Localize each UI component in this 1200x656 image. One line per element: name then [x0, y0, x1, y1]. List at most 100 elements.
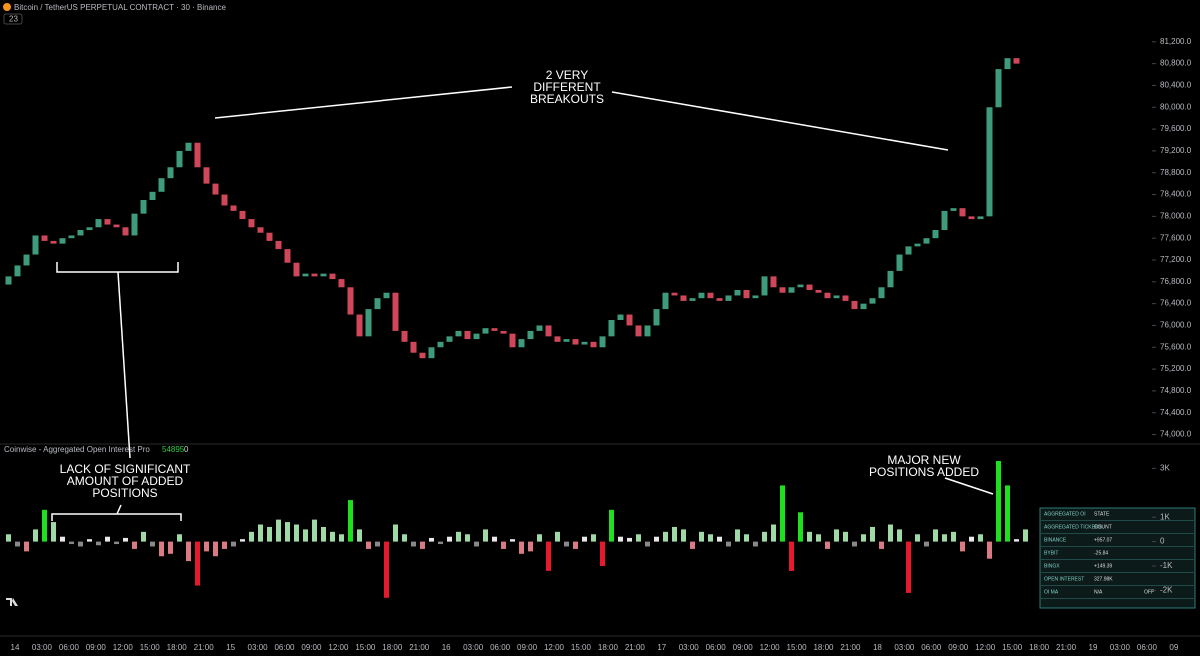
- candle: [248, 219, 255, 228]
- candle: [122, 227, 129, 236]
- oi-bar: [807, 531, 812, 542]
- oi-bar: [636, 534, 641, 542]
- x-tick-label: 21:00: [194, 643, 215, 652]
- table-cell: BINANCE: [1044, 537, 1067, 543]
- candle: [986, 107, 993, 217]
- candle: [941, 210, 948, 230]
- oi-bar: [51, 522, 56, 542]
- y-tick-label: -1K: [1160, 561, 1173, 570]
- oi-bar: [825, 541, 830, 549]
- oi-bar: [231, 541, 236, 547]
- annotation: POSITIONS: [92, 486, 157, 500]
- oi-bar: [474, 541, 479, 547]
- candle: [905, 246, 912, 255]
- annotation-line: [944, 477, 994, 495]
- candle: [590, 341, 597, 348]
- oi-bar: [321, 526, 326, 542]
- oi-bar: [6, 534, 11, 542]
- x-tick-label: 03:00: [248, 643, 269, 652]
- annotation: DIFFERENT: [533, 80, 601, 94]
- annotation: 2 VERY: [546, 68, 588, 82]
- oi-bar: [150, 541, 155, 547]
- oi-bar: [609, 509, 614, 542]
- oi-bar: [429, 537, 434, 542]
- y-tick-label: 80,000.0: [1160, 102, 1192, 111]
- oi-bar: [33, 529, 38, 542]
- candle: [77, 230, 84, 236]
- candle: [356, 314, 363, 337]
- y-tick-label: 75,200.0: [1160, 364, 1192, 373]
- candle: [158, 178, 165, 192]
- oi-bar: [123, 537, 128, 542]
- indicator-name[interactable]: Coinwise - Aggregated Open Interest Pro: [4, 445, 150, 454]
- candle: [140, 200, 147, 214]
- y-tick-label: 74,800.0: [1160, 386, 1192, 395]
- oi-bar: [24, 541, 29, 552]
- x-tick-label: 09:00: [301, 643, 322, 652]
- oi-bar: [726, 541, 731, 547]
- candle: [968, 216, 975, 220]
- candle: [86, 227, 93, 230]
- candle: [734, 290, 741, 296]
- x-tick-label: 09:00: [733, 643, 754, 652]
- oi-bar: [141, 531, 146, 542]
- oi-bar: [357, 529, 362, 542]
- candle: [311, 273, 318, 277]
- candle: [14, 265, 21, 277]
- candle: [221, 194, 228, 206]
- candle: [230, 205, 237, 211]
- candle: [698, 292, 705, 299]
- candle: [320, 273, 327, 277]
- candle: [788, 287, 795, 293]
- oi-bar: [672, 526, 677, 542]
- candle: [203, 167, 210, 184]
- annotation-line: [214, 86, 513, 119]
- oi-bar: [60, 536, 65, 542]
- table-cell: COUNT: [1094, 524, 1112, 530]
- badge-box[interactable]: [3, 13, 23, 25]
- candle: [914, 243, 921, 247]
- oi-bar: [420, 541, 425, 549]
- oi-bar: [222, 541, 227, 549]
- y-tick-label: 76,800.0: [1160, 277, 1192, 286]
- candle: [482, 328, 489, 334]
- x-tick-label: 03:00: [463, 643, 484, 652]
- oi-bar: [330, 531, 335, 542]
- y-tick-label: 79,200.0: [1160, 146, 1192, 155]
- x-tick-label: 15:00: [355, 643, 376, 652]
- oi-bar: [168, 541, 173, 554]
- symbol-title[interactable]: Bitcoin / TetherUS PERPETUAL CONTRACT · …: [14, 3, 226, 12]
- candle: [1004, 58, 1011, 70]
- oi-bar: [1005, 485, 1010, 542]
- annotation: MAJOR NEW: [887, 453, 961, 467]
- x-tick-label: 18:00: [598, 643, 619, 652]
- badge[interactable]: 23: [9, 15, 18, 24]
- x-tick-label: 06:00: [490, 643, 511, 652]
- annotation: BREAKOUTS: [530, 92, 604, 106]
- oi-bar: [69, 541, 74, 545]
- table-cell: +957.07: [1094, 537, 1112, 543]
- table-cell: STATE: [1094, 511, 1110, 517]
- candle: [491, 328, 498, 331]
- x-tick-label: 15:00: [571, 643, 592, 652]
- oi-bar: [132, 541, 137, 549]
- candle: [212, 183, 219, 195]
- oi-bar: [942, 534, 947, 542]
- tv-logo[interactable]: [6, 598, 18, 606]
- x-tick-label: 12:00: [113, 643, 134, 652]
- candle: [185, 142, 192, 151]
- oi-bar: [258, 524, 263, 542]
- candle: [455, 330, 462, 337]
- candle: [167, 167, 174, 179]
- candle: [68, 235, 75, 239]
- candle: [428, 347, 435, 359]
- y-tick-label: 76,000.0: [1160, 321, 1192, 330]
- y-tick-label: 76,400.0: [1160, 299, 1192, 308]
- candle: [293, 262, 300, 277]
- table-cell: OFF: [1144, 589, 1154, 595]
- y-tick-label: 74,000.0: [1160, 430, 1192, 439]
- indicator-value: 0: [184, 445, 189, 454]
- candle: [176, 150, 183, 168]
